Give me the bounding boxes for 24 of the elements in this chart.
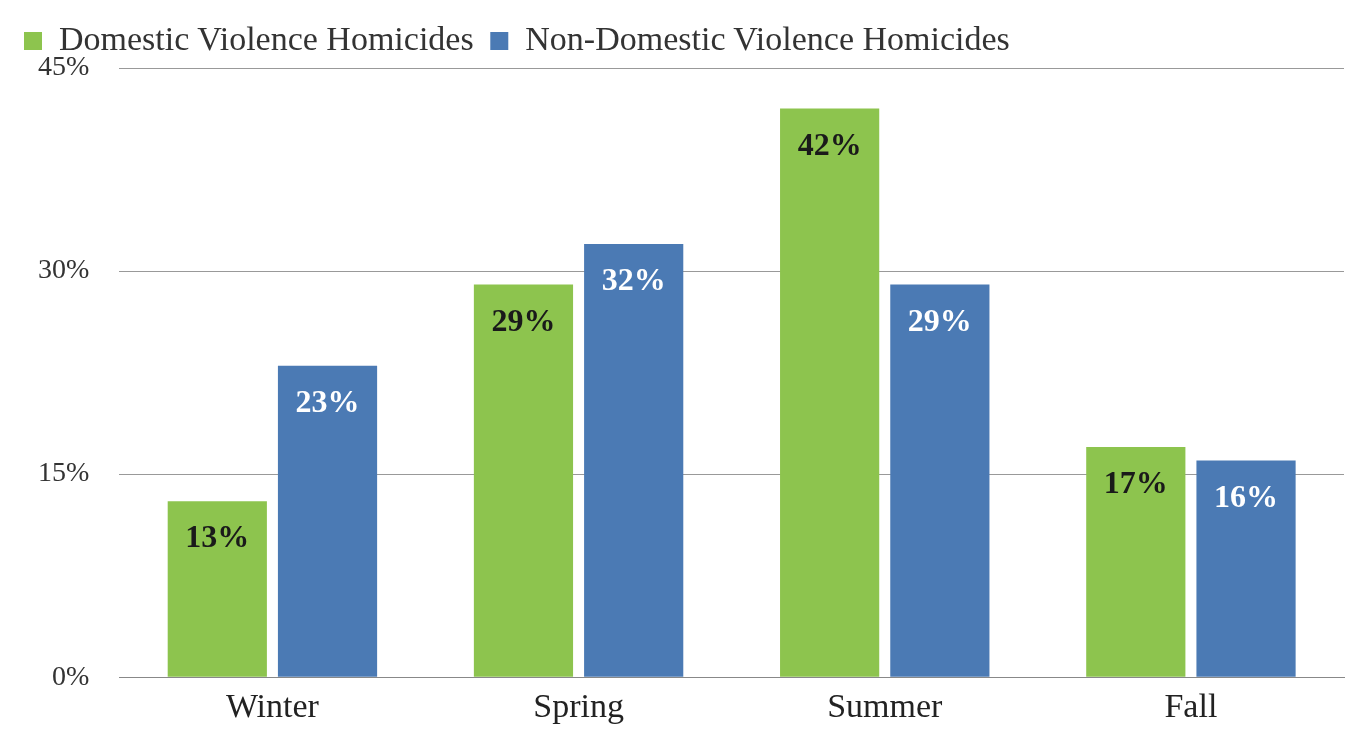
- bar: [167, 501, 267, 677]
- data-label: 29%: [907, 301, 972, 338]
- x-tick-label: Winter: [225, 686, 320, 724]
- data-label: 13%: [185, 518, 250, 555]
- x-tick-label: Summer: [827, 686, 944, 724]
- bar: [780, 108, 880, 677]
- x-tick-label: Fall: [1164, 686, 1218, 724]
- y-tick-label: 0%: [52, 659, 90, 691]
- bar: [584, 243, 684, 677]
- data-label: 17%: [1103, 464, 1168, 501]
- data-label: 42%: [797, 125, 862, 162]
- data-label: 29%: [491, 301, 556, 338]
- bar: [1196, 460, 1296, 677]
- x-tick-label: Spring: [533, 686, 624, 724]
- data-label: 16%: [1214, 477, 1279, 514]
- legend-label: Non-Domestic Violence Homicides: [525, 19, 1010, 57]
- bar: [277, 365, 378, 677]
- bar: [1086, 447, 1186, 677]
- y-tick-label: 30%: [38, 253, 90, 285]
- y-tick-label: 15%: [38, 456, 90, 488]
- bar: [473, 284, 574, 677]
- bar: [890, 284, 990, 677]
- data-label: 23%: [295, 383, 360, 420]
- data-label: 32%: [601, 261, 666, 298]
